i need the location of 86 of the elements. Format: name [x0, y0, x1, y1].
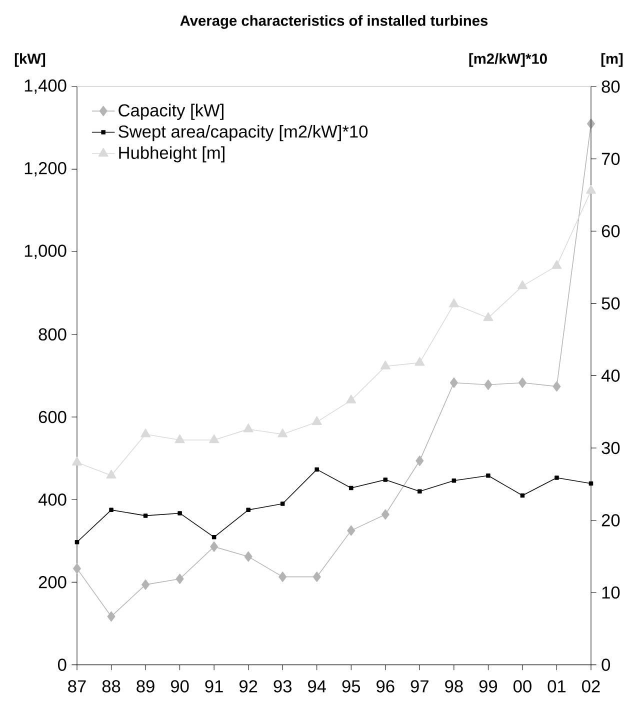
y2-tick-label: 70 — [602, 152, 620, 166]
point — [518, 378, 526, 388]
legend-label: Hubheight [m] — [119, 146, 224, 162]
point — [380, 360, 390, 370]
y2-tick-label: 50 — [602, 297, 620, 310]
point — [452, 478, 456, 483]
y2-tick-label: 40 — [601, 370, 620, 382]
point — [243, 423, 254, 432]
legend-label: Swept area/capacity [m2/kW]*10 — [118, 124, 368, 142]
y-tick-label: 200 — [38, 576, 66, 588]
x-tick-label: 89 — [136, 680, 154, 692]
x-tick-label: 99 — [479, 680, 498, 692]
y2-tick-label: 0 — [602, 658, 610, 671]
y2-tick-label: 30 — [602, 442, 620, 454]
point — [176, 574, 184, 584]
point — [517, 280, 528, 290]
x-tick-label: 93 — [274, 680, 292, 692]
point — [210, 541, 218, 552]
point — [73, 563, 81, 574]
y-tick-label: 800 — [38, 328, 66, 341]
point — [143, 514, 148, 518]
point — [484, 380, 492, 390]
point — [314, 467, 319, 472]
chart-title: Average characteristics of installed turbines — [180, 15, 488, 29]
y-tick-label: 1,000 — [24, 244, 66, 259]
x-tick-label: 02 — [582, 680, 600, 692]
y-tick-label: 1,400 — [24, 79, 66, 94]
point — [383, 478, 388, 482]
point — [520, 493, 525, 498]
point — [280, 502, 285, 506]
point — [74, 540, 80, 544]
point — [312, 572, 321, 582]
point — [278, 428, 288, 438]
x-tick-label: 87 — [68, 680, 86, 692]
point — [554, 476, 559, 480]
point — [483, 312, 494, 321]
point — [212, 535, 216, 540]
point — [414, 356, 425, 366]
point — [178, 511, 182, 516]
point — [416, 456, 424, 466]
point — [346, 394, 356, 404]
point — [552, 381, 561, 392]
x-tick-label: 88 — [102, 680, 120, 692]
y2-axis-title: [m] — [601, 53, 623, 67]
point — [347, 525, 356, 536]
x-tick-label: 97 — [410, 680, 428, 692]
x-tick-label: 90 — [170, 680, 189, 692]
text: [m2/kW]*10 — [469, 53, 547, 67]
point — [349, 486, 354, 490]
y-tick-label: 400 — [38, 493, 66, 506]
x-tick-label: 96 — [376, 680, 394, 692]
legend-label: Capacity [kW] — [118, 104, 224, 120]
x-tick-label: 94 — [308, 680, 326, 692]
x-tick-label: 92 — [240, 680, 258, 692]
x-tick-label: 91 — [205, 680, 223, 692]
y2-tick-label: 80 — [602, 80, 620, 93]
y-tick-label: 0 — [58, 658, 66, 671]
point — [552, 260, 562, 269]
point — [586, 184, 596, 194]
point — [486, 474, 490, 478]
point — [72, 456, 82, 466]
y2-tick-label: 20 — [602, 514, 620, 526]
y2-tick-label: 10 — [602, 586, 620, 599]
x-tick-label: 00 — [513, 680, 532, 692]
point — [107, 611, 116, 622]
point — [244, 551, 252, 562]
point — [140, 428, 151, 438]
y-tick-label: 1,200 — [24, 162, 66, 176]
point — [109, 508, 114, 512]
y2-tick-label: 60 — [602, 225, 620, 238]
point — [418, 489, 422, 494]
point — [450, 378, 458, 388]
point — [174, 434, 185, 444]
x-tick-label: 95 — [342, 680, 360, 692]
point — [142, 579, 150, 590]
point — [278, 572, 287, 582]
point — [312, 416, 322, 426]
point — [246, 508, 250, 512]
x-tick-label: 98 — [445, 680, 463, 692]
x-tick-label: 01 — [548, 680, 566, 692]
point — [381, 509, 390, 520]
point — [448, 298, 459, 308]
point — [209, 434, 220, 444]
y-axis-title: [kW] — [14, 53, 46, 67]
point — [106, 470, 116, 479]
y-tick-label: 600 — [38, 410, 66, 424]
